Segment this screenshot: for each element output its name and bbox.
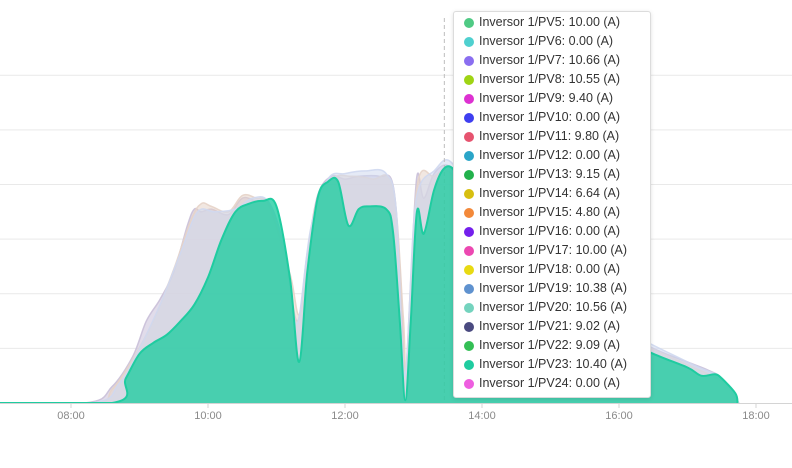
tooltip-row: Inversor 1/PV15: 4.80 (A) bbox=[454, 203, 650, 222]
series-color-dot bbox=[464, 170, 474, 180]
tooltip-entry-text: Inversor 1/PV5: 10.00 (A) bbox=[479, 15, 621, 29]
tooltip-row: Inversor 1/PV23: 10.40 (A) bbox=[454, 355, 650, 374]
tooltip-entry-text: Inversor 1/PV20: 10.56 (A) bbox=[479, 300, 627, 314]
series-color-dot bbox=[464, 246, 474, 256]
tooltip-entry-text: Inversor 1/PV22: 9.09 (A) bbox=[479, 338, 621, 352]
tooltip-row: Inversor 1/PV18: 0.00 (A) bbox=[454, 260, 650, 279]
series-color-dot bbox=[464, 341, 474, 351]
tooltip-entry-text: Inversor 1/PV8: 10.55 (A) bbox=[479, 72, 621, 86]
x-tick-label: 08:00 bbox=[57, 410, 85, 422]
tooltip-entry-text: Inversor 1/PV16: 0.00 (A) bbox=[479, 224, 621, 238]
tooltip-row: Inversor 1/PV20: 10.56 (A) bbox=[454, 298, 650, 317]
tooltip-row: Inversor 1/PV24: 0.00 (A) bbox=[454, 374, 650, 393]
series-color-dot bbox=[464, 303, 474, 313]
tooltip-row: Inversor 1/PV6: 0.00 (A) bbox=[454, 32, 650, 51]
tooltip-entry-text: Inversor 1/PV14: 6.64 (A) bbox=[479, 186, 621, 200]
series-color-dot bbox=[464, 208, 474, 218]
series-color-dot bbox=[464, 284, 474, 294]
x-tick-label: 16:00 bbox=[605, 410, 633, 422]
tooltip-panel: Inversor 1/PV5: 10.00 (A) Inversor 1/PV6:… bbox=[453, 11, 651, 398]
tooltip-entry-text: Inversor 1/PV7: 10.66 (A) bbox=[479, 53, 621, 67]
series-color-dot bbox=[464, 94, 474, 104]
tooltip-row: Inversor 1/PV7: 10.66 (A) bbox=[454, 51, 650, 70]
tooltip-entry-text: Inversor 1/PV19: 10.38 (A) bbox=[479, 281, 627, 295]
tooltip-entry-text: Inversor 1/PV24: 0.00 (A) bbox=[479, 376, 621, 390]
series-color-dot bbox=[464, 360, 474, 370]
tooltip-entry-text: Inversor 1/PV21: 9.02 (A) bbox=[479, 319, 621, 333]
x-axis: 08:00 10:00 12:00 14:00 16:00 18:00 bbox=[0, 403, 792, 422]
x-tick-label: 18:00 bbox=[742, 410, 770, 422]
tooltip-row: Inversor 1/PV12: 0.00 (A) bbox=[454, 146, 650, 165]
tooltip-entry-text: Inversor 1/PV6: 0.00 (A) bbox=[479, 34, 614, 48]
tooltip-row: Inversor 1/PV9: 9.40 (A) bbox=[454, 89, 650, 108]
series-color-dot bbox=[464, 37, 474, 47]
x-tick-label: 10:00 bbox=[194, 410, 222, 422]
tooltip-row: Inversor 1/PV19: 10.38 (A) bbox=[454, 279, 650, 298]
series-color-dot bbox=[464, 189, 474, 199]
tooltip-row: Inversor 1/PV5: 10.00 (A) bbox=[454, 13, 650, 32]
series-color-dot bbox=[464, 322, 474, 332]
series-color-dot bbox=[464, 151, 474, 161]
tooltip-row: Inversor 1/PV11: 9.80 (A) bbox=[454, 127, 650, 146]
tooltip-entry-text: Inversor 1/PV13: 9.15 (A) bbox=[479, 167, 621, 181]
tooltip-entry-text: Inversor 1/PV17: 10.00 (A) bbox=[479, 243, 627, 257]
tooltip-entry-text: Inversor 1/PV10: 0.00 (A) bbox=[479, 110, 621, 124]
series-color-dot bbox=[464, 265, 474, 275]
tooltip-row: Inversor 1/PV8: 10.55 (A) bbox=[454, 70, 650, 89]
tooltip-row: Inversor 1/PV14: 6.64 (A) bbox=[454, 184, 650, 203]
tooltip-entry-text: Inversor 1/PV18: 0.00 (A) bbox=[479, 262, 621, 276]
tooltip-entry-text: Inversor 1/PV11: 9.80 (A) bbox=[479, 129, 620, 143]
tooltip-row: Inversor 1/PV21: 9.02 (A) bbox=[454, 317, 650, 336]
series-color-dot bbox=[464, 18, 474, 28]
tooltip-row: Inversor 1/PV22: 9.09 (A) bbox=[454, 336, 650, 355]
tooltip-entry-text: Inversor 1/PV9: 9.40 (A) bbox=[479, 91, 614, 105]
series-color-dot bbox=[464, 113, 474, 123]
series-color-dot bbox=[464, 227, 474, 237]
tooltip-entry-text: Inversor 1/PV15: 4.80 (A) bbox=[479, 205, 621, 219]
series-color-dot bbox=[464, 132, 474, 142]
tooltip-row: Inversor 1/PV17: 10.00 (A) bbox=[454, 241, 650, 260]
x-tick-label: 12:00 bbox=[331, 410, 359, 422]
series-color-dot bbox=[464, 75, 474, 85]
x-tick-label: 14:00 bbox=[468, 410, 496, 422]
tooltip-row: Inversor 1/PV13: 9.15 (A) bbox=[454, 165, 650, 184]
tooltip-entry-text: Inversor 1/PV12: 0.00 (A) bbox=[479, 148, 621, 162]
series-color-dot bbox=[464, 56, 474, 66]
tooltip-row: Inversor 1/PV10: 0.00 (A) bbox=[454, 108, 650, 127]
series-color-dot bbox=[464, 379, 474, 389]
tooltip-row: Inversor 1/PV16: 0.00 (A) bbox=[454, 222, 650, 241]
tooltip-entry-text: Inversor 1/PV23: 10.40 (A) bbox=[479, 357, 627, 371]
